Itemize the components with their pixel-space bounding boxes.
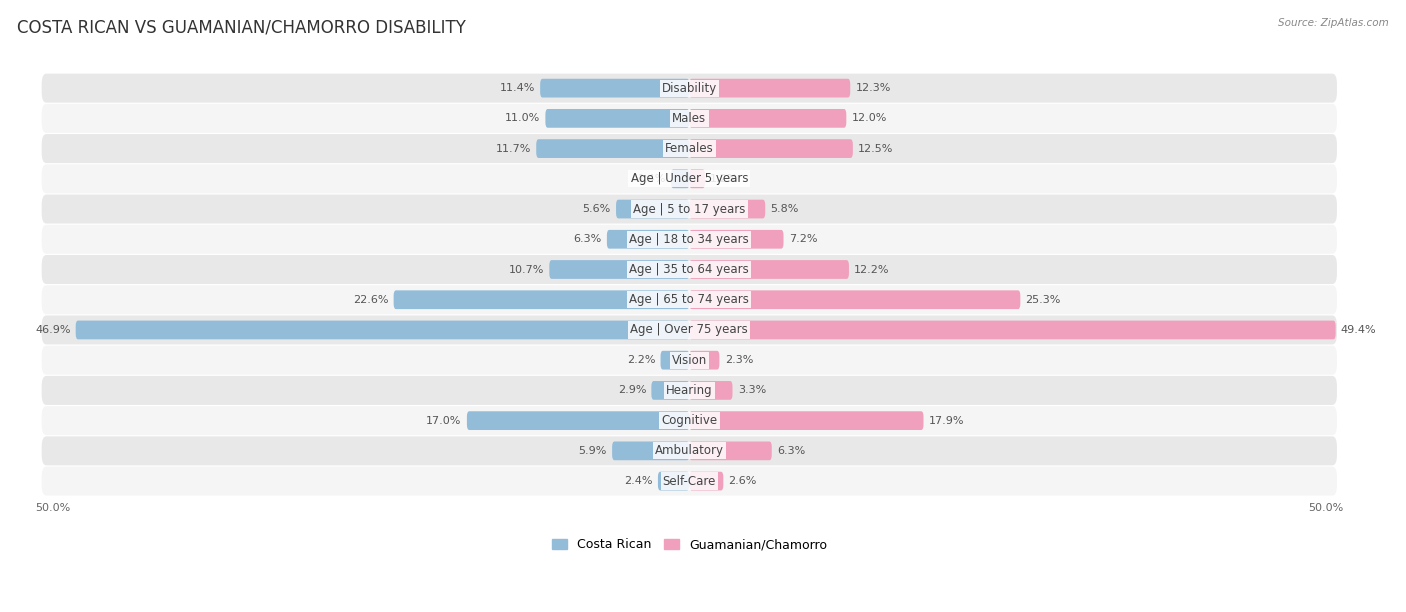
FancyBboxPatch shape xyxy=(689,472,723,490)
FancyBboxPatch shape xyxy=(689,200,765,218)
Text: 5.8%: 5.8% xyxy=(770,204,799,214)
Text: 2.9%: 2.9% xyxy=(617,386,647,395)
FancyBboxPatch shape xyxy=(689,411,924,430)
FancyBboxPatch shape xyxy=(651,381,689,400)
Text: 2.6%: 2.6% xyxy=(728,476,756,486)
Text: Hearing: Hearing xyxy=(666,384,713,397)
FancyBboxPatch shape xyxy=(42,195,1337,223)
Text: 2.4%: 2.4% xyxy=(624,476,652,486)
Text: 2.2%: 2.2% xyxy=(627,355,655,365)
Text: 10.7%: 10.7% xyxy=(509,264,544,275)
FancyBboxPatch shape xyxy=(616,200,689,218)
Text: Disability: Disability xyxy=(662,81,717,95)
Text: 17.9%: 17.9% xyxy=(929,416,965,425)
FancyBboxPatch shape xyxy=(42,466,1337,496)
FancyBboxPatch shape xyxy=(540,79,689,97)
FancyBboxPatch shape xyxy=(607,230,689,248)
FancyBboxPatch shape xyxy=(42,134,1337,163)
Text: 11.4%: 11.4% xyxy=(499,83,534,93)
Text: Age | Under 5 years: Age | Under 5 years xyxy=(630,173,748,185)
FancyBboxPatch shape xyxy=(689,290,1021,309)
Text: 11.7%: 11.7% xyxy=(496,144,531,154)
Text: Age | Over 75 years: Age | Over 75 years xyxy=(630,324,748,337)
FancyBboxPatch shape xyxy=(689,170,704,188)
FancyBboxPatch shape xyxy=(661,351,689,370)
FancyBboxPatch shape xyxy=(42,346,1337,375)
Text: 49.4%: 49.4% xyxy=(1341,325,1376,335)
Text: 22.6%: 22.6% xyxy=(353,295,388,305)
FancyBboxPatch shape xyxy=(689,381,733,400)
FancyBboxPatch shape xyxy=(42,73,1337,103)
Text: 50.0%: 50.0% xyxy=(35,503,70,513)
FancyBboxPatch shape xyxy=(689,321,1336,339)
Text: Females: Females xyxy=(665,142,714,155)
Text: Age | 65 to 74 years: Age | 65 to 74 years xyxy=(630,293,749,306)
Text: Cognitive: Cognitive xyxy=(661,414,717,427)
FancyBboxPatch shape xyxy=(42,164,1337,193)
Text: 12.2%: 12.2% xyxy=(855,264,890,275)
Text: 17.0%: 17.0% xyxy=(426,416,461,425)
FancyBboxPatch shape xyxy=(42,315,1337,345)
Text: 1.2%: 1.2% xyxy=(710,174,738,184)
Legend: Costa Rican, Guamanian/Chamorro: Costa Rican, Guamanian/Chamorro xyxy=(547,534,832,556)
FancyBboxPatch shape xyxy=(689,230,783,248)
Text: 1.4%: 1.4% xyxy=(637,174,666,184)
Text: Age | 35 to 64 years: Age | 35 to 64 years xyxy=(630,263,749,276)
Text: Ambulatory: Ambulatory xyxy=(655,444,724,457)
FancyBboxPatch shape xyxy=(42,255,1337,284)
Text: 12.5%: 12.5% xyxy=(858,144,893,154)
FancyBboxPatch shape xyxy=(612,441,689,460)
Text: 5.6%: 5.6% xyxy=(582,204,610,214)
FancyBboxPatch shape xyxy=(42,104,1337,133)
Text: 5.9%: 5.9% xyxy=(578,446,607,456)
FancyBboxPatch shape xyxy=(689,351,720,370)
Text: 11.0%: 11.0% xyxy=(505,113,540,124)
FancyBboxPatch shape xyxy=(546,109,689,128)
FancyBboxPatch shape xyxy=(689,109,846,128)
Text: 12.0%: 12.0% xyxy=(852,113,887,124)
Text: 2.3%: 2.3% xyxy=(724,355,754,365)
Text: COSTA RICAN VS GUAMANIAN/CHAMORRO DISABILITY: COSTA RICAN VS GUAMANIAN/CHAMORRO DISABI… xyxy=(17,18,465,36)
Text: Males: Males xyxy=(672,112,706,125)
FancyBboxPatch shape xyxy=(689,139,853,158)
Text: 25.3%: 25.3% xyxy=(1025,295,1062,305)
FancyBboxPatch shape xyxy=(42,436,1337,465)
Text: Age | 18 to 34 years: Age | 18 to 34 years xyxy=(630,233,749,246)
FancyBboxPatch shape xyxy=(42,225,1337,254)
FancyBboxPatch shape xyxy=(658,472,689,490)
Text: 6.3%: 6.3% xyxy=(778,446,806,456)
FancyBboxPatch shape xyxy=(671,170,689,188)
FancyBboxPatch shape xyxy=(467,411,689,430)
FancyBboxPatch shape xyxy=(42,406,1337,435)
FancyBboxPatch shape xyxy=(536,139,689,158)
Text: Vision: Vision xyxy=(672,354,707,367)
Text: Self-Care: Self-Care xyxy=(662,474,716,488)
Text: 12.3%: 12.3% xyxy=(855,83,891,93)
Text: 50.0%: 50.0% xyxy=(1308,503,1344,513)
Text: Source: ZipAtlas.com: Source: ZipAtlas.com xyxy=(1278,18,1389,28)
Text: 6.3%: 6.3% xyxy=(574,234,602,244)
FancyBboxPatch shape xyxy=(689,441,772,460)
Text: 7.2%: 7.2% xyxy=(789,234,817,244)
FancyBboxPatch shape xyxy=(550,260,689,279)
Text: 46.9%: 46.9% xyxy=(35,325,70,335)
FancyBboxPatch shape xyxy=(76,321,689,339)
Text: 3.3%: 3.3% xyxy=(738,386,766,395)
FancyBboxPatch shape xyxy=(42,376,1337,405)
Text: Age | 5 to 17 years: Age | 5 to 17 years xyxy=(633,203,745,215)
FancyBboxPatch shape xyxy=(689,260,849,279)
FancyBboxPatch shape xyxy=(689,79,851,97)
FancyBboxPatch shape xyxy=(42,285,1337,314)
FancyBboxPatch shape xyxy=(394,290,689,309)
